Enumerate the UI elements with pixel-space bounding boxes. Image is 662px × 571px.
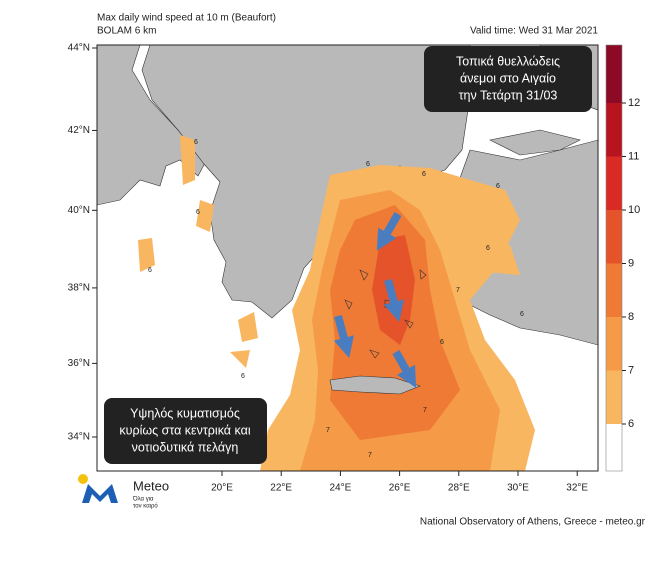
lat-label: 34°N bbox=[68, 432, 90, 443]
colorbar-band bbox=[606, 263, 622, 317]
lon-label: 22°E bbox=[270, 483, 292, 494]
contour-label: 7 bbox=[368, 452, 372, 459]
lat-label: 40°N bbox=[68, 205, 90, 216]
contour-label: 7 bbox=[456, 287, 460, 294]
lon-label: 26°E bbox=[389, 483, 411, 494]
contour-label: 6 bbox=[496, 183, 500, 190]
logo-name: Meteo bbox=[133, 478, 169, 493]
colorbar-frame bbox=[605, 44, 623, 472]
lon-label: 20°E bbox=[211, 483, 233, 494]
colorbar-band bbox=[606, 156, 622, 210]
logo-tagline: τον καιρό bbox=[133, 503, 158, 510]
lat-label: 36°N bbox=[68, 358, 90, 369]
lon-label: 32°E bbox=[566, 483, 588, 494]
colorbar-band bbox=[606, 317, 622, 371]
contour-label: 7 bbox=[326, 427, 330, 434]
annotation-line: νοτιοδυτικά πελάγη bbox=[132, 440, 239, 454]
contour-label: 6 bbox=[366, 161, 370, 168]
colorbar-label: 12 bbox=[628, 97, 640, 109]
annotation-bottom: Υψηλός κυματισμός κυρίως στα κεντρικά και… bbox=[104, 398, 267, 464]
annotation-top: Τοπικά θυελλώδεις άνεμοι στο Αιγαίο την Τε… bbox=[424, 46, 592, 112]
lon-label: 24°E bbox=[330, 483, 352, 494]
contour-label: 6 bbox=[241, 373, 245, 380]
contour-label: 6 bbox=[148, 267, 152, 274]
annotation-line: κυρίως στα κεντρικά και bbox=[119, 423, 250, 437]
contour-label: 6 bbox=[440, 339, 444, 346]
colorbar-band bbox=[606, 370, 622, 424]
lon-label: 30°E bbox=[507, 483, 529, 494]
colorbar-band bbox=[606, 45, 622, 103]
contour-label: 7 bbox=[423, 407, 427, 414]
logo-tagline: Όλα για bbox=[132, 497, 154, 503]
footer: National Observatory of Athens, Greece -… bbox=[420, 517, 646, 528]
colorbar-label: 11 bbox=[628, 150, 639, 162]
colorbar-label: 7 bbox=[628, 364, 634, 376]
colorbar-band bbox=[606, 103, 622, 157]
title: Max daily wind speed at 10 m (Beaufort) bbox=[97, 13, 276, 24]
colorbar-label: 8 bbox=[628, 311, 634, 323]
contour-label: 6 bbox=[486, 245, 490, 252]
annotation-line: την Τετάρτη 31/03 bbox=[459, 88, 558, 102]
contour-label: 6 bbox=[196, 209, 200, 216]
contour-label: 6 bbox=[194, 139, 198, 146]
colorbar-label: 9 bbox=[628, 257, 634, 269]
contour-label: 6 bbox=[520, 311, 524, 318]
colorbar-label: 10 bbox=[628, 204, 640, 216]
contour-label: 6 bbox=[422, 171, 426, 178]
colorbar-band bbox=[606, 424, 622, 471]
annotation-line: Υψηλός κυματισμός bbox=[130, 406, 240, 420]
annotation-line: άνεμοι στο Αιγαίο bbox=[460, 71, 556, 85]
map bbox=[97, 45, 598, 471]
colorbar-band bbox=[606, 210, 622, 264]
logo: Meteo Όλα για τον καιρό bbox=[78, 474, 169, 510]
lat-label: 42°N bbox=[68, 125, 90, 136]
lat-label: 38°N bbox=[68, 283, 90, 294]
map-frame bbox=[96, 44, 599, 472]
colorbar-label: 6 bbox=[628, 418, 634, 430]
valid-time: Valid time: Wed 31 Mar 2021 bbox=[470, 26, 598, 37]
lon-label: 28°E bbox=[448, 483, 470, 494]
lat-label: 44°N bbox=[68, 43, 90, 54]
annotation-line: Τοπικά θυελλώδεις bbox=[456, 54, 560, 68]
model: BOLAM 6 km bbox=[97, 26, 156, 37]
